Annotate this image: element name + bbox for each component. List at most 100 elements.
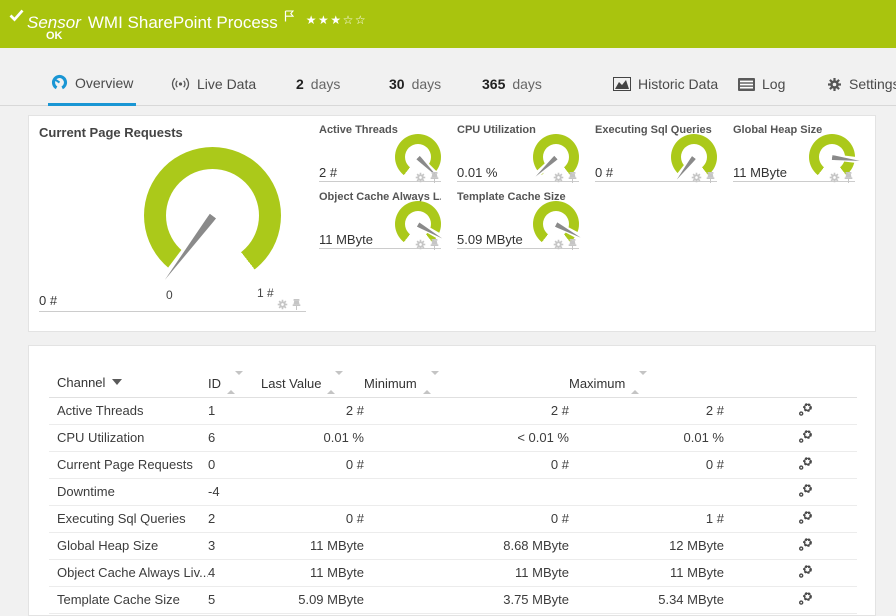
- channel-settings-icon[interactable]: [797, 537, 813, 555]
- gauge-toolbar: [829, 170, 853, 188]
- channel-settings-icon[interactable]: [797, 456, 813, 474]
- column-header-maximum[interactable]: Maximum: [569, 369, 724, 398]
- tab-label: Log: [762, 76, 786, 92]
- column-header-label: ID: [208, 375, 221, 391]
- channel-maximum-cell: 12 MByte: [569, 532, 724, 560]
- gauge-toolbar: [553, 237, 577, 255]
- channel-maximum-cell: 11 MByte: [569, 559, 724, 587]
- gauge-settings-gear-icon[interactable]: [415, 237, 426, 255]
- channel-name-cell: CPU Utilization: [49, 424, 208, 452]
- channel-id-cell: 5: [208, 586, 261, 614]
- channel-settings-icon[interactable]: [797, 429, 813, 447]
- column-header-id[interactable]: ID: [208, 369, 261, 398]
- channel-row: Current Page Requests 0 0 #0 #0 #: [49, 451, 857, 479]
- channel-name-cell: Current Page Requests: [49, 451, 208, 479]
- channel-last-value-cell: [261, 478, 364, 506]
- channel-actions-cell: [724, 532, 857, 560]
- column-header-last-value[interactable]: Last Value: [261, 369, 364, 398]
- channel-settings-icon[interactable]: [797, 510, 813, 528]
- star-empty-icon[interactable]: ☆: [342, 13, 355, 27]
- small-gauge-value: 5.09 MByte: [457, 232, 523, 247]
- tab-label: Historic Data: [638, 76, 719, 92]
- channel-settings-icon[interactable]: [797, 402, 813, 420]
- gauge-pin-icon[interactable]: [430, 170, 439, 188]
- tab-label: Live Data: [197, 76, 257, 92]
- small-gauge-executing-sql-queries: Executing Sql Queries 0 #: [595, 124, 717, 184]
- channel-settings-icon[interactable]: [797, 591, 813, 609]
- channel-last-value-cell: 0 #: [261, 505, 364, 533]
- channel-row: Global Heap Size 3 11 MByte 8.68 MByte 12 MB…: [49, 532, 857, 560]
- tab-historic-data[interactable]: Historic Data: [610, 62, 721, 106]
- object-type-label: Sensor: [27, 13, 81, 32]
- tab-days-365[interactable]: 365 days: [479, 62, 545, 106]
- gauge-settings-gear-icon[interactable]: [691, 170, 702, 188]
- channel-maximum-cell: [569, 478, 724, 506]
- channel-actions-cell: [724, 559, 857, 587]
- star-filled-icon[interactable]: ★: [305, 13, 319, 27]
- tab-days-30[interactable]: 30 days: [386, 62, 444, 106]
- star-filled-icon[interactable]: ★: [330, 13, 343, 27]
- tab-settings[interactable]: Settings: [824, 62, 896, 106]
- column-header-minimum[interactable]: Minimum: [364, 369, 569, 398]
- tab-bar: Overview Live Data 2 days 30 days 365 days Histo…: [0, 62, 896, 106]
- gauge-settings-gear-icon[interactable]: [829, 170, 840, 188]
- channel-last-value-cell: 0 #: [261, 451, 364, 479]
- sort-down-arrow: [430, 370, 439, 390]
- channel-name-cell: Template Cache Size: [49, 586, 208, 614]
- channel-actions-cell: [724, 586, 857, 614]
- small-gauge-object-cache-always-l: Object Cache Always L... 11 MByte: [319, 191, 441, 251]
- star-filled-icon[interactable]: ★: [318, 13, 331, 27]
- gauge-pin-icon[interactable]: [844, 170, 853, 188]
- gauge-pin-icon[interactable]: [292, 297, 301, 315]
- channel-row: Downtime -4: [49, 478, 857, 506]
- small-gauge-title: CPU Utilization: [457, 124, 536, 136]
- channel-last-value-cell: 11 MByte: [261, 559, 364, 587]
- channel-id-cell: 2: [208, 505, 261, 533]
- channel-last-value-cell: 5.09 MByte: [261, 586, 364, 614]
- channel-actions-cell: [724, 451, 857, 479]
- tab-days-2[interactable]: 2 days: [293, 62, 343, 106]
- channel-row: Template Cache Size 5 5.09 MByte 3.75 MByte…: [49, 586, 857, 614]
- table-header-row: Channel ID Last Value Minimum Maximum: [49, 369, 857, 398]
- channel-last-value-cell: 0.01 %: [261, 424, 364, 452]
- small-gauge-title: Template Cache Size: [457, 191, 566, 203]
- gauge-settings-gear-icon[interactable]: [277, 297, 288, 315]
- tab-live-data[interactable]: Live Data: [168, 62, 259, 106]
- column-header-channel[interactable]: Channel: [49, 369, 208, 398]
- channel-id-cell: 1: [208, 397, 261, 425]
- channel-row: Active Threads 1 2 #2 #2 #: [49, 397, 857, 425]
- gauge-pin-icon[interactable]: [568, 170, 577, 188]
- divider: [457, 248, 579, 249]
- primary-gauge-value: 0 #: [39, 293, 58, 308]
- star-empty-icon[interactable]: ☆: [354, 13, 368, 27]
- tab-log[interactable]: Log: [735, 62, 788, 106]
- tab-overview[interactable]: Overview: [48, 62, 137, 106]
- primary-gauge-current-page-requests: Current Page Requests 0 1 # 0 #: [39, 125, 309, 321]
- gauge-pin-icon[interactable]: [430, 237, 439, 255]
- gauge-settings-gear-icon[interactable]: [415, 170, 426, 188]
- channel-settings-icon[interactable]: [797, 483, 813, 501]
- divider: [733, 181, 855, 182]
- channels-table: Channel ID Last Value Minimum Maximum Active…: [49, 369, 857, 614]
- channel-settings-icon[interactable]: [797, 564, 813, 582]
- channel-minimum-cell: 11 MByte: [364, 559, 569, 587]
- gauge-pin-icon[interactable]: [706, 170, 715, 188]
- divider: [319, 248, 441, 249]
- small-gauge-value: 0 #: [595, 165, 614, 180]
- gauge-settings-gear-icon[interactable]: [553, 237, 564, 255]
- channel-name-cell: Global Heap Size: [49, 532, 208, 560]
- channel-id-cell: 6: [208, 424, 261, 452]
- priority-stars[interactable]: ★★★☆☆: [306, 13, 367, 27]
- gauge-settings-gear-icon[interactable]: [553, 170, 564, 188]
- gauge-pin-icon[interactable]: [568, 237, 577, 255]
- divider: [39, 311, 306, 312]
- gauge-toolbar: [415, 237, 439, 255]
- gauge-toolbar: [553, 170, 577, 188]
- column-header-actions: [724, 369, 857, 398]
- gauge-scale-min: 0: [166, 288, 173, 302]
- channel-id-cell: 3: [208, 532, 261, 560]
- tab-number: 30: [389, 76, 405, 92]
- channel-maximum-cell: 2 #: [569, 397, 724, 425]
- divider: [319, 181, 441, 182]
